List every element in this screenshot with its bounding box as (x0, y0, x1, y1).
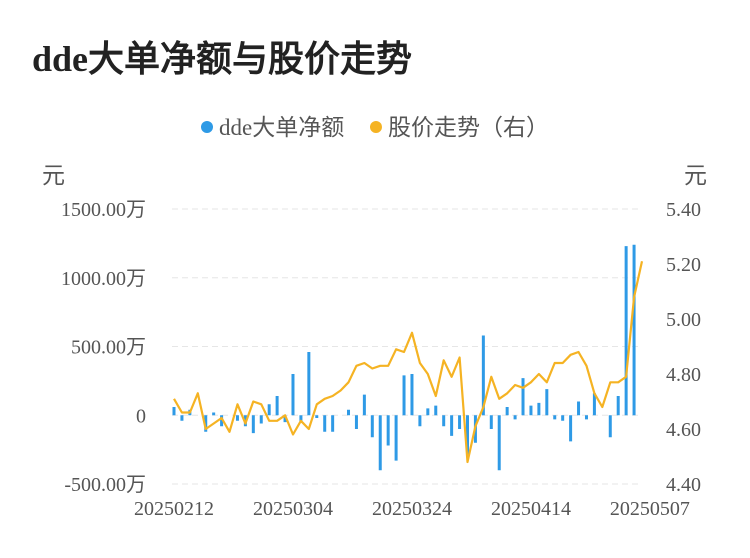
left-tick-label: -500.00万 (64, 474, 146, 496)
bar[interactable] (378, 415, 382, 471)
bar[interactable] (235, 415, 239, 421)
bar[interactable] (434, 405, 438, 416)
bar[interactable] (299, 415, 303, 423)
left-axis-unit: 元 (42, 163, 65, 188)
legend-item-price[interactable]: 股价走势（右） (369, 108, 549, 142)
legend-item-dde[interactable]: dde大单净额 (201, 108, 344, 142)
bar[interactable] (608, 415, 612, 438)
bar[interactable] (561, 415, 565, 421)
bar[interactable] (307, 352, 311, 416)
bar[interactable] (529, 405, 533, 416)
bar[interactable] (537, 402, 541, 416)
legend-marker-price (369, 121, 382, 133)
bar[interactable] (545, 389, 549, 416)
x-tick-label: 20250507 (610, 498, 690, 520)
right-tick-label: 4.40 (666, 474, 701, 496)
left-tick-label: 1000.00万 (61, 268, 146, 290)
bar[interactable] (283, 415, 287, 423)
right-tick-label: 4.80 (666, 364, 701, 386)
bar[interactable] (569, 415, 573, 442)
bar[interactable] (291, 374, 295, 416)
bar[interactable] (584, 415, 588, 420)
left-tick-label: 1500.00万 (61, 199, 146, 221)
bar[interactable] (616, 396, 620, 416)
chart-title: dde大单净额与股价走势 (32, 39, 413, 79)
bar[interactable] (410, 374, 414, 416)
bar[interactable] (442, 415, 446, 427)
bar[interactable] (370, 415, 374, 438)
bar[interactable] (220, 415, 224, 427)
bar[interactable] (450, 415, 454, 436)
bar[interactable] (204, 415, 208, 432)
bar[interactable] (362, 394, 366, 416)
x-axis-ticks: 20250212 20250304 20250324 20250414 20250507 (134, 498, 690, 520)
bar[interactable] (315, 415, 319, 418)
right-tick-label: 5.40 (666, 199, 701, 221)
left-tick-label: 500.00万 (71, 337, 146, 359)
bar[interactable] (553, 415, 557, 420)
x-tick-label: 20250324 (372, 498, 452, 520)
bar[interactable] (172, 407, 176, 416)
bar[interactable] (267, 404, 271, 416)
right-tick-label: 5.20 (666, 254, 701, 276)
left-tick-label: 0 (136, 405, 146, 427)
right-axis-ticks: 4.40 4.60 4.80 5.00 5.20 5.40 (666, 199, 701, 496)
bar[interactable] (418, 415, 422, 427)
bar[interactable] (505, 407, 509, 416)
right-tick-label: 4.60 (666, 419, 701, 441)
bar[interactable] (275, 396, 279, 416)
bar[interactable] (497, 415, 501, 471)
bar[interactable] (251, 415, 255, 434)
bar[interactable] (592, 393, 596, 416)
bar[interactable] (212, 412, 216, 416)
bar[interactable] (394, 415, 398, 461)
bar[interactable] (402, 375, 406, 416)
line-series-price (173, 261, 644, 464)
x-tick-label: 20250304 (253, 498, 333, 520)
price-line[interactable] (173, 261, 644, 464)
bar[interactable] (347, 409, 351, 416)
bar[interactable] (513, 415, 517, 420)
x-tick-label: 20250414 (491, 498, 571, 520)
bar[interactable] (386, 415, 390, 446)
bar[interactable] (180, 415, 184, 421)
bar[interactable] (489, 415, 493, 429)
bar[interactable] (354, 415, 358, 429)
legend-marker-dde (201, 121, 214, 133)
right-tick-label: 5.00 (666, 309, 701, 331)
bar[interactable] (331, 415, 335, 432)
legend-label-dde: dde大单净额 (219, 115, 345, 140)
legend: dde大单净额 股价走势（右） (0, 108, 750, 142)
left-axis-ticks: -500.00万 0 500.00万 1000.00万 1500.00万 (61, 199, 146, 496)
right-axis-unit: 元 (684, 163, 707, 188)
bar[interactable] (259, 415, 263, 424)
bar[interactable] (632, 244, 636, 416)
bar[interactable] (577, 401, 581, 416)
bar[interactable] (458, 415, 462, 429)
bar[interactable] (465, 415, 469, 457)
bar[interactable] (426, 408, 430, 416)
legend-label-price: 股价走势（右） (387, 115, 549, 140)
bar[interactable] (323, 415, 327, 432)
bar[interactable] (481, 335, 485, 416)
bar[interactable] (521, 378, 525, 416)
bar[interactable] (624, 246, 628, 416)
x-tick-label: 20250212 (134, 498, 214, 520)
bar-series-dde (172, 244, 636, 471)
